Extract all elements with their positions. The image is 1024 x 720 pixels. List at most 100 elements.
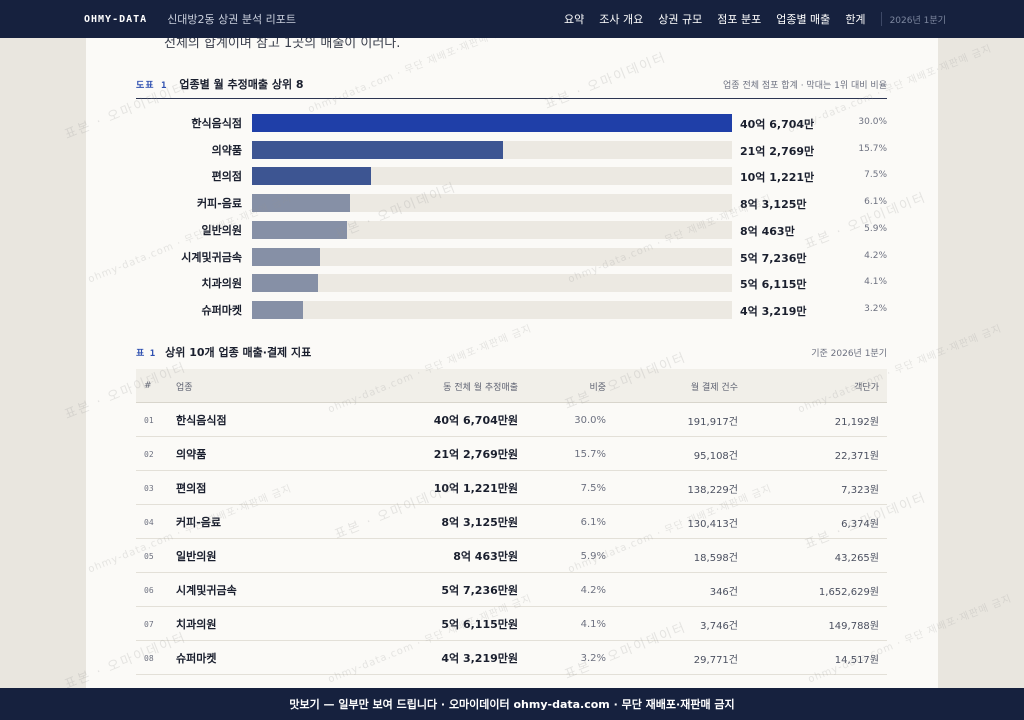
bar-share-label: 15.7% (858, 143, 887, 154)
row-sales: 40억 6,704만원 (433, 414, 518, 427)
bar-row: 의약품 21억 2,769만 15.7% (136, 140, 887, 159)
bar-row: 시계및귀금속 5억 7,236만 4.2% (136, 247, 887, 266)
table-row: 01 한식음식점 40억 6,704만원 30.0% 191,917건 21,192원 (136, 403, 887, 437)
row-payments: 130,413건 (687, 518, 738, 530)
row-rank: 04 (144, 517, 154, 527)
report-period: 2026년 1분기 (889, 15, 946, 26)
top-navigation-bar: OHMY-DATA 신대방2동 상권 분석 리포트 요약 조사 개요 상권 규모… (0, 0, 1024, 38)
table-row: 02 의약품 21억 2,769만원 15.7% 95,108건 22,371원 (136, 437, 887, 471)
bar-row: 치과의원 5억 6,115만 4.1% (136, 274, 887, 293)
bar (252, 140, 503, 159)
nav-link-summary[interactable]: 요약 (564, 13, 585, 26)
row-rank: 06 (144, 585, 154, 595)
bar-category-label: 의약품 (211, 143, 242, 157)
bar-category-label: 커피-음료 (196, 197, 242, 211)
table-label: 표 1 (136, 348, 156, 359)
bar-value-label: 4억 3,219만 (740, 304, 807, 318)
bar-category-label: 일반의원 (201, 223, 242, 237)
bar-value-label: 8억 463만 (740, 224, 795, 238)
figure-title: 업종별 월 추정매출 상위 8 (179, 78, 304, 91)
row-sales: 10억 1,221만원 (433, 482, 518, 495)
row-share: 5.9% (580, 550, 606, 562)
bar-share-label: 3.2% (864, 303, 887, 314)
bar (252, 114, 732, 132)
col-header-sales: 동 전체 월 추정매출 (443, 382, 518, 393)
bar-share-label: 5.9% (864, 223, 887, 234)
bar (252, 194, 350, 213)
row-industry: 편의점 (176, 482, 207, 495)
bar-category-label: 슈퍼마켓 (201, 303, 242, 317)
row-avg-ticket: 149,788원 (828, 620, 879, 632)
row-payments: 138,229건 (687, 484, 738, 496)
row-sales: 8억 3,125만원 (441, 516, 518, 529)
row-industry: 일반의원 (176, 550, 217, 563)
report-title: 신대방2동 상권 분석 리포트 (167, 13, 296, 26)
row-payments: 95,108건 (693, 450, 738, 462)
figure-header: 도표 1 업종별 월 추정매출 상위 8 업종 전체 점포 합계 · 막대는 1… (136, 76, 887, 92)
bar-row: 슈퍼마켓 4억 3,219만 3.2% (136, 300, 887, 319)
brand-logo[interactable]: OHMY-DATA (84, 13, 148, 25)
row-avg-ticket: 6,374원 (841, 518, 879, 530)
row-payments: 191,917건 (687, 416, 738, 428)
row-industry: 시계및귀금속 (176, 584, 237, 597)
bar (252, 274, 318, 293)
row-avg-ticket: 21,192원 (834, 416, 879, 428)
bar-category-label: 한식음식점 (191, 117, 242, 130)
table-row: 06 시계및귀금속 5억 7,236만원 4.2% 346건 1,652,629원 (136, 573, 887, 607)
nav-link-market-size[interactable]: 상권 규모 (658, 13, 703, 26)
table-row: 03 편의점 10억 1,221만원 7.5% 138,229건 7,323원 (136, 471, 887, 505)
row-avg-ticket: 22,371원 (834, 450, 879, 462)
row-avg-ticket: 7,323원 (841, 484, 879, 496)
bar-share-label: 6.1% (864, 197, 887, 208)
row-rank: 02 (144, 449, 154, 459)
col-header-share: 비중 (589, 382, 606, 393)
nav-link-limitations[interactable]: 한계 (845, 13, 866, 26)
row-payments: 346건 (709, 586, 738, 598)
bar-track (252, 114, 732, 132)
bar-value-label: 21억 2,769만 (740, 144, 815, 158)
bar-track (252, 194, 732, 213)
row-share: 6.1% (580, 516, 606, 528)
bar-track (252, 140, 732, 159)
row-avg-ticket: 43,265원 (834, 552, 879, 564)
bar-track (252, 220, 732, 239)
bar-share-label: 4.2% (864, 250, 887, 261)
bar-track (252, 274, 732, 293)
table-row: 04 커피-음료 8억 3,125만원 6.1% 130,413건 6,374원 (136, 505, 887, 539)
table-title: 상위 10개 업종 매출·결제 지표 (165, 346, 312, 359)
nav-divider (880, 12, 882, 26)
preview-footer-banner: 맛보기 — 일부만 보여 드립니다 · 오마이데이터 ohmy-data.com… (0, 688, 1024, 720)
row-share: 4.2% (580, 584, 606, 596)
row-payments: 3,746건 (700, 620, 738, 632)
bar-track (252, 167, 732, 186)
row-sales: 5억 6,115만원 (441, 618, 518, 631)
col-header-rank: # (144, 381, 152, 391)
bar-value-label: 5억 7,236만 (740, 251, 807, 265)
bar-share-label: 30.0% (858, 117, 887, 127)
bar-row: 한식음식점 40억 6,704만 30.0% (136, 114, 887, 132)
row-industry: 한식음식점 (176, 414, 227, 427)
row-sales: 4억 3,219만원 (441, 652, 518, 665)
row-rank: 01 (144, 415, 154, 425)
bar-row: 일반의원 8억 463만 5.9% (136, 220, 887, 239)
row-industry: 슈퍼마켓 (176, 652, 217, 665)
bar (252, 300, 303, 319)
bar-category-label: 시계및귀금속 (181, 250, 242, 264)
row-payments: 29,771건 (693, 654, 738, 666)
bar-track (252, 247, 732, 266)
section-nav: 요약 조사 개요 상권 규모 점포 분포 업종별 매출 한계 2026년 1분기 (564, 0, 946, 38)
bar-category-label: 편의점 (211, 170, 242, 184)
bar-share-label: 4.1% (864, 277, 887, 288)
nav-link-overview[interactable]: 조사 개요 (599, 13, 644, 26)
row-payments: 18,598건 (693, 552, 738, 564)
nav-link-sales-by-industry[interactable]: 업종별 매출 (776, 13, 831, 26)
table-row: 08 슈퍼마켓 4억 3,219만원 3.2% 29,771건 14,517원 (136, 641, 887, 675)
bar-track (252, 300, 732, 319)
industry-metrics-table: # 업종 동 전체 월 추정매출 비중 월 결제 건수 객단가 01 한식음식점 4… (136, 369, 887, 675)
row-share: 15.7% (574, 448, 606, 460)
intro-paragraph-fragment: 전체의 합계이며 참고 1곳의 매출이 이러다. (164, 38, 401, 51)
nav-link-store-distribution[interactable]: 점포 분포 (717, 13, 762, 26)
bar-row: 편의점 10억 1,221만 7.5% (136, 167, 887, 186)
bar-value-label: 5억 6,115만 (740, 278, 807, 292)
bar-value-label: 40억 6,704만 (740, 118, 815, 131)
